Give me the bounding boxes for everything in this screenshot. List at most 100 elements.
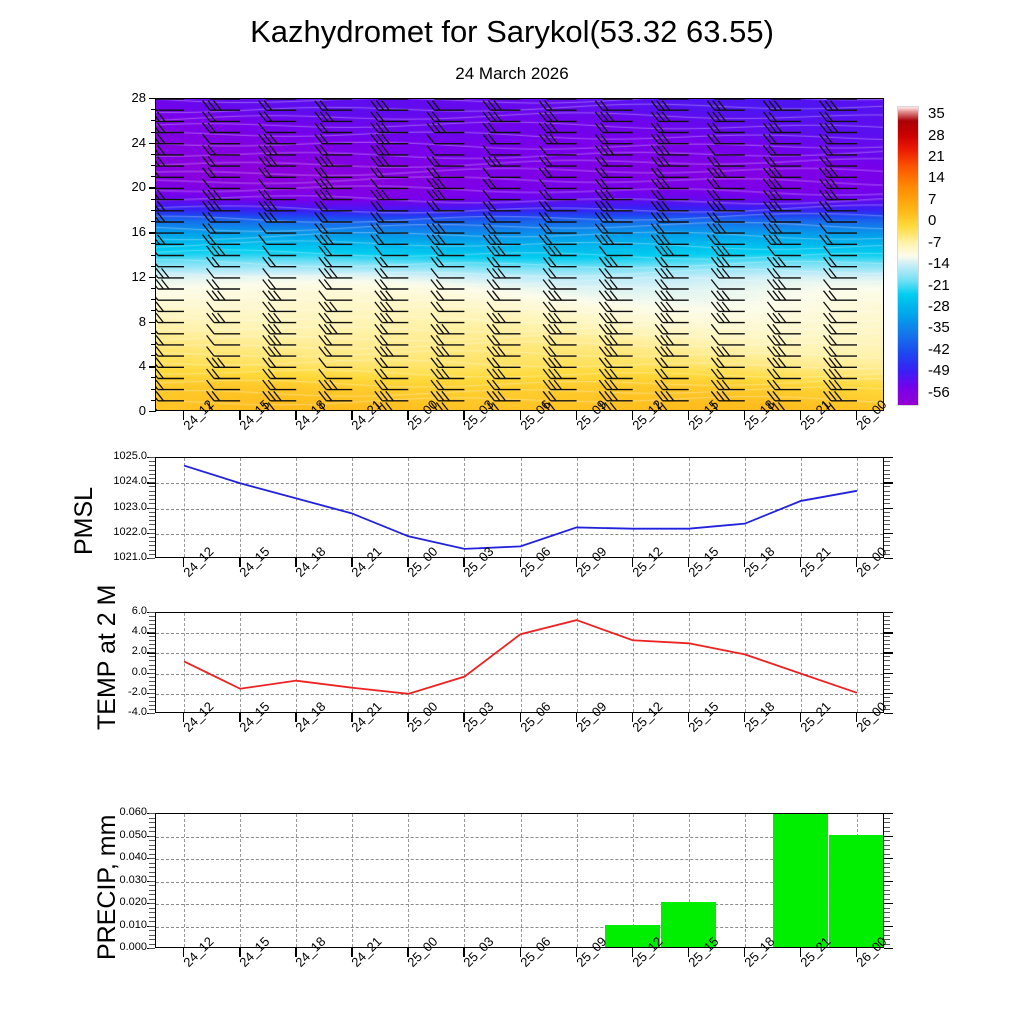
wind-barb — [262, 290, 297, 301]
y-minor-tick — [149, 461, 155, 463]
wind-barb — [538, 189, 577, 201]
colorbar-tick-label: -35 — [928, 319, 950, 337]
y-tick-label: -2.0 — [128, 685, 147, 698]
y-tick-label: 28 — [131, 90, 146, 105]
wind-barb — [430, 334, 465, 346]
y-minor-tick-right — [884, 894, 890, 895]
y-minor-tick — [149, 490, 155, 492]
wind-barb — [202, 133, 241, 145]
x-tick-mark — [631, 558, 634, 567]
wind-barb — [156, 330, 184, 335]
wind-barb — [650, 111, 689, 123]
y-tick-label: 1025.0 — [113, 450, 147, 462]
x-tick-mark — [575, 411, 577, 420]
wind-barb — [426, 156, 465, 167]
wind-barb — [654, 402, 668, 410]
wind-barb — [650, 144, 689, 156]
gridline-vertical — [520, 613, 522, 712]
wind-barb — [426, 133, 465, 145]
y-tick-label: -4.0 — [128, 706, 147, 718]
gridline-vertical — [576, 814, 578, 947]
gridline-vertical — [576, 458, 578, 557]
y-minor-tick-right — [884, 817, 890, 819]
wind-barb — [426, 144, 465, 156]
gridline-vertical — [688, 814, 690, 947]
wind-barb — [202, 234, 241, 246]
wind-barb — [209, 99, 241, 100]
y-minor-tick — [149, 831, 155, 832]
wind-barb — [206, 279, 241, 290]
cross-section-plot — [155, 98, 884, 411]
wind-barb — [822, 390, 857, 402]
precip-bar — [829, 834, 883, 947]
wind-barb — [370, 144, 409, 156]
y-tick-mark-right — [884, 532, 893, 535]
wind-barb — [314, 167, 353, 179]
y-minor-tick-right — [884, 478, 890, 480]
x-tick-mark — [799, 558, 802, 567]
wind-barb — [766, 402, 786, 410]
y-minor-tick — [149, 853, 155, 855]
wind-barb — [538, 234, 577, 246]
wind-barb — [486, 267, 521, 279]
wind-barb — [538, 156, 577, 167]
wind-barb — [314, 212, 353, 223]
wind-barb — [318, 267, 353, 279]
gridline-vertical — [744, 458, 746, 557]
colorbar-tick-label: -49 — [928, 362, 950, 380]
wind-barb — [318, 256, 353, 268]
y-tick-mark-right — [884, 457, 893, 459]
wind-barb — [314, 189, 353, 201]
y-minor-tick — [151, 243, 156, 245]
wind-barb — [318, 346, 353, 357]
wind-barb — [374, 279, 409, 290]
wind-barb — [542, 357, 577, 368]
wind-barb — [156, 296, 184, 301]
wind-barb — [206, 368, 241, 380]
gridline-vertical — [296, 613, 298, 712]
wind-barb — [654, 334, 689, 346]
wind-barb — [374, 267, 409, 279]
y-minor-tick — [149, 620, 155, 622]
wind-barb — [374, 312, 409, 324]
y-minor-tick — [151, 131, 156, 133]
x-tick-mark — [519, 713, 521, 722]
y-minor-tick-right — [884, 943, 890, 945]
wind-barb — [258, 156, 297, 167]
gridline-vertical — [408, 814, 410, 947]
wind-barb — [650, 189, 689, 201]
x-tick-mark — [743, 948, 746, 957]
wind-barb — [156, 251, 184, 257]
wind-barb — [594, 167, 633, 179]
y-minor-tick-right — [884, 939, 890, 940]
wind-barb — [766, 301, 801, 313]
y-tick-mark-right — [884, 652, 893, 654]
y-minor-tick-right — [884, 515, 890, 517]
wind-barb — [654, 357, 689, 368]
precip-gridlines — [156, 814, 883, 947]
y-minor-tick-right — [884, 912, 890, 913]
wind-barb — [314, 234, 353, 246]
wind-barb — [657, 99, 689, 100]
y-minor-tick — [149, 925, 155, 927]
wind-barb — [370, 200, 409, 212]
y-minor-tick-right — [884, 520, 890, 522]
y-minor-tick — [151, 120, 156, 122]
wind-barb — [370, 223, 409, 234]
wind-barb — [594, 122, 633, 134]
y-tick-mark-right — [884, 925, 893, 927]
y-minor-tick — [149, 553, 155, 555]
wind-barb — [314, 200, 353, 212]
wind-barb — [377, 99, 409, 100]
gridline-vertical — [240, 814, 242, 947]
wind-barb — [426, 223, 465, 234]
wind-barb — [262, 357, 297, 368]
wind-barb — [818, 133, 857, 145]
wind-barb — [156, 234, 184, 246]
wind-barb — [762, 122, 801, 134]
wind-barb — [482, 167, 521, 179]
colorbar-tick-label: -21 — [928, 276, 950, 294]
y-minor-tick — [149, 532, 155, 534]
y-minor-tick-right — [884, 885, 890, 886]
x-tick-mark — [407, 411, 409, 420]
